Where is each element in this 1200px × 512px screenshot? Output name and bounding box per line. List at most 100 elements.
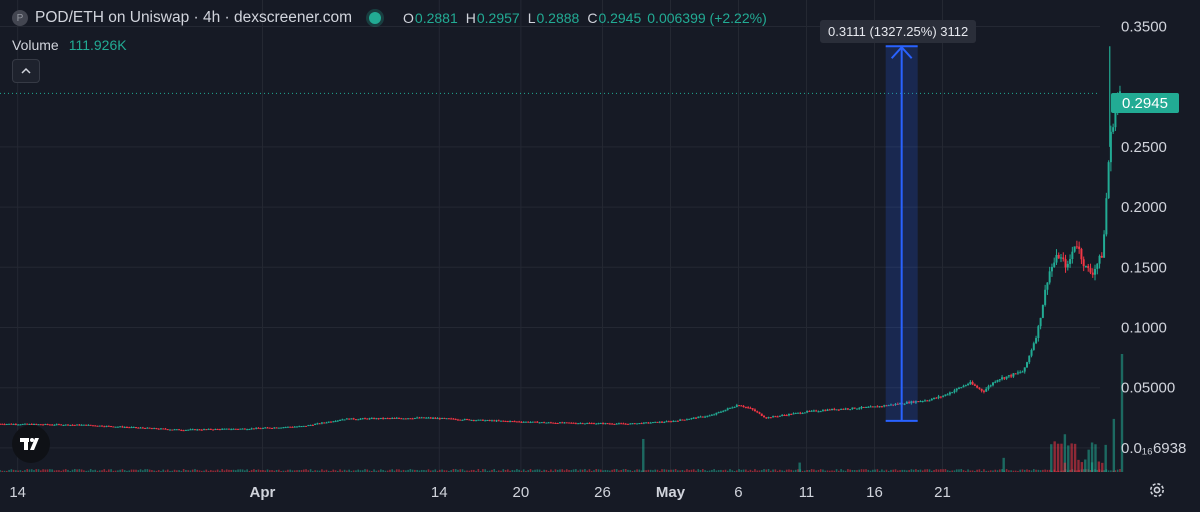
volume-bar [747,470,749,472]
candle-body [12,423,15,425]
candle-body [529,422,532,424]
candle-body [114,426,117,428]
volume-bar [19,470,22,472]
volume-bar [933,469,935,472]
candle-body [230,429,233,431]
candle-body [1053,262,1056,267]
volume-bar [813,469,815,472]
candle-body [237,428,240,430]
candle-body [359,418,362,420]
volume-bar [520,470,523,472]
candle-body [1069,259,1072,264]
candle-body [112,426,115,428]
volume-bar [1053,441,1056,472]
volume-bar [42,469,44,472]
candle-body [889,404,892,406]
volume-bar [352,470,355,472]
candle-body [726,408,729,410]
volume-bar [853,470,856,472]
volume-bar [196,469,199,472]
volume-bar [724,469,727,472]
candle-body [787,413,790,416]
volume-bar [479,470,482,472]
volume-bar [645,470,647,472]
candle-body [1071,251,1074,260]
volume-bar [903,469,906,472]
tradingview-logo-icon[interactable] [12,425,50,463]
candle-body [284,427,287,429]
volume-bar [962,470,965,472]
volume-bar [631,470,634,472]
candle-body [982,390,985,392]
volume-bar [887,470,890,472]
ohlc-values: O 0.2881 H 0.2957 L 0.2888 C 0.2945 0.006399… [403,10,767,26]
gear-icon[interactable] [1147,480,1167,500]
volume-bar [339,469,341,472]
candle-body [400,418,403,420]
candle-body [1014,373,1017,375]
candle-body [441,417,444,419]
volume-bar [717,470,720,472]
volume-bar [373,469,375,472]
volume-bar [160,470,162,472]
volume-bar [745,469,747,472]
volume-bar [432,470,434,472]
volume-bar [980,470,983,472]
close-label: C [587,10,598,26]
volume-bar [495,470,498,472]
candle-body [679,419,682,421]
candle-body [969,382,972,384]
candle-body [538,422,541,424]
volume-bar [1077,459,1080,472]
volume-bar [484,469,486,472]
candle-body [552,422,555,424]
candle-body [450,418,453,420]
candle-body [738,405,741,407]
chart-legend: P POD/ETH on Uniswap · 4h · dexscreener.… [12,9,767,27]
candle-body [94,425,97,427]
volume-bar [774,469,777,472]
candle-body [1044,289,1047,305]
volume-bar [112,470,115,472]
candle-body [840,408,843,410]
candle-body [803,412,806,414]
chart-grid [0,0,1100,472]
candle-body [271,427,274,429]
volume-bar [867,469,870,472]
volume-bar [937,469,940,472]
volume-bar [35,469,38,472]
collapse-legend-button[interactable] [12,59,40,83]
candle-body [676,420,679,422]
candle-body [524,421,527,423]
candle-body [87,424,90,426]
volume-bar [1033,469,1035,472]
candle-body [926,400,929,402]
volume-bar [425,470,428,472]
volume-bar [409,469,412,472]
candle-body [724,409,727,412]
candle-body [955,388,958,391]
candle-body [570,422,573,424]
volume-bar [55,470,58,472]
volume-bar [736,470,738,472]
volume-bar [187,470,189,472]
candle-body [10,423,13,425]
volume-bar [649,469,652,472]
volume-bar [620,469,622,472]
volume-bar [414,469,416,472]
measure-tooltip: 0.3111 (1327.25%) 3112 [820,20,977,43]
candle-body [1019,372,1022,374]
volume-bar [1112,418,1116,472]
candle-body [695,417,698,419]
volume-bar [407,469,409,472]
candle-body [663,422,666,424]
candle-body [683,419,686,421]
candle-body [159,428,162,430]
volume-bar [10,469,13,472]
candle-body [1089,268,1092,273]
volume-bar [228,469,230,472]
volume-bar [178,470,180,472]
candle-body [574,423,577,425]
volume-bar [781,470,783,472]
